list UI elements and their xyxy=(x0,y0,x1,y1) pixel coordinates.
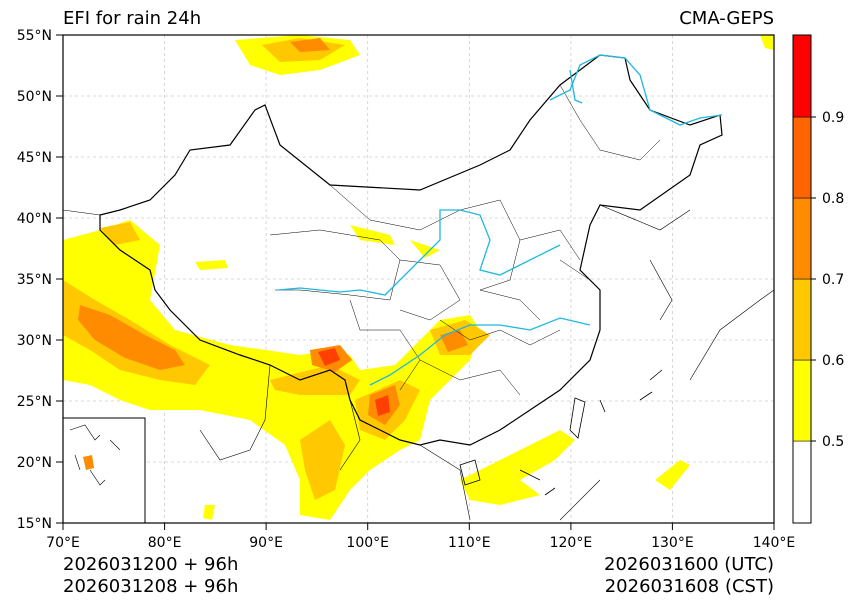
lat-tick-label: 15°N xyxy=(17,516,52,532)
colorbar-band-060 xyxy=(792,278,812,361)
lat-tick-label: 20°N xyxy=(17,455,52,471)
colorbar-tick-label: 0.8 xyxy=(822,191,844,207)
colorbar-band-040 xyxy=(792,440,812,524)
lat-tick-label: 50°N xyxy=(17,89,52,105)
init-time-utc: 2026031200 + 96h xyxy=(63,554,239,575)
valid-time-cst: 2026031608 (CST) xyxy=(604,576,774,597)
lon-tick-label: 70°E xyxy=(46,535,80,551)
colorbar-band-070 xyxy=(792,197,812,280)
coastline xyxy=(459,369,663,496)
map-title: EFI for rain 24h xyxy=(63,8,202,29)
province-borders xyxy=(269,84,661,396)
colorbar-tick-label: 0.5 xyxy=(822,434,844,450)
grid-lines xyxy=(63,35,774,523)
colorbar-band-050 xyxy=(792,359,812,442)
lat-tick-label: 55°N xyxy=(17,28,52,44)
valid-time-utc: 2026031600 (UTC) xyxy=(604,554,774,575)
colorbar: 0.5 0.6 0.7 0.8 0.9 xyxy=(792,34,844,524)
inset-coast xyxy=(69,424,121,486)
lat-tick-label: 40°N xyxy=(17,211,52,227)
colorbar-band-090 xyxy=(792,34,812,118)
efi-shading-080 xyxy=(85,348,390,472)
lat-tick-label: 30°N xyxy=(17,333,52,349)
inset-map xyxy=(63,417,146,523)
efi-shading-050 xyxy=(63,35,774,520)
country-borders xyxy=(63,174,774,521)
lon-tick-label: 90°E xyxy=(249,535,283,551)
colorbar-band-080 xyxy=(792,116,812,199)
lat-tick-label: 25°N xyxy=(17,394,52,410)
colorbar-tick-label: 0.7 xyxy=(822,272,844,288)
rivers xyxy=(277,54,723,386)
init-time-cst: 2026031208 + 96h xyxy=(63,576,239,597)
lon-tick-label: 80°E xyxy=(148,535,182,551)
lat-tick-label: 45°N xyxy=(17,150,52,166)
china-border xyxy=(99,54,723,446)
inset-efi xyxy=(83,455,94,470)
colorbar-tick-label: 0.6 xyxy=(822,353,844,369)
model-name: CMA-GEPS xyxy=(679,8,774,29)
lon-tick-label: 100°E xyxy=(346,535,389,551)
lon-tick-label: 140°E xyxy=(753,535,796,551)
lon-tick-label: 130°E xyxy=(651,535,694,551)
colorbar-tick-label: 0.9 xyxy=(822,110,844,126)
lat-tick-label: 35°N xyxy=(17,272,52,288)
lon-tick-label: 120°E xyxy=(550,535,593,551)
lon-tick-label: 110°E xyxy=(448,535,491,551)
